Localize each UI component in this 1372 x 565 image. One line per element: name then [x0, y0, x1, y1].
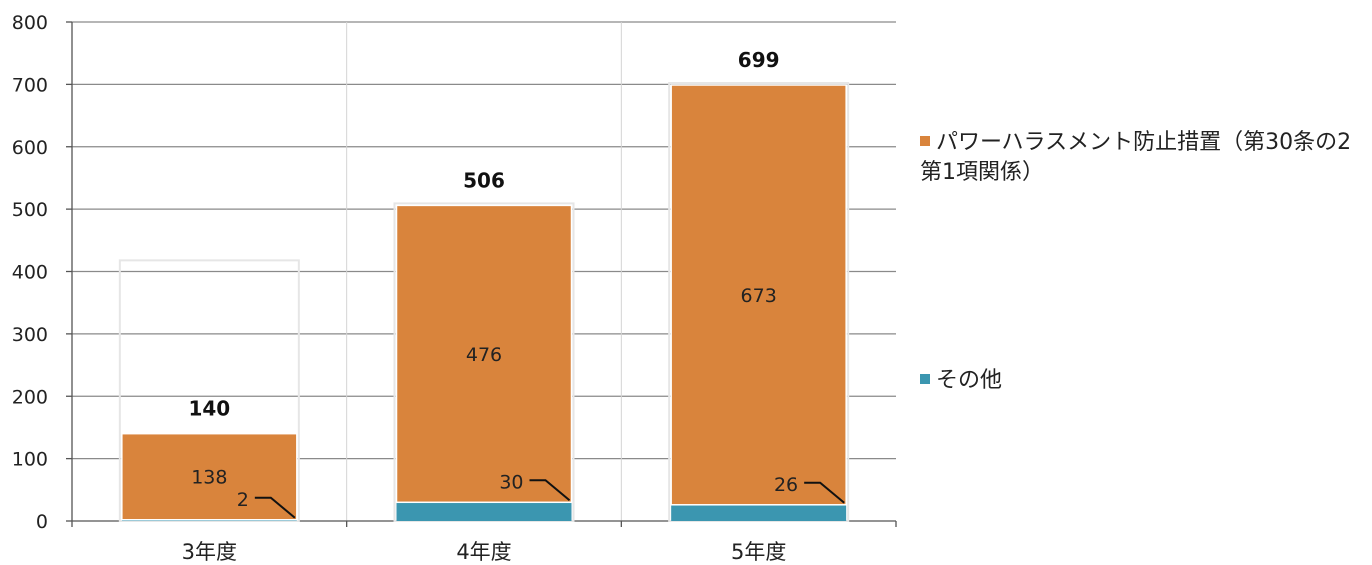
- segment-label-power-harassment: 138: [191, 467, 227, 489]
- x-category-label: 5年度: [731, 540, 786, 564]
- legend-swatch-teal: [920, 374, 930, 384]
- leader-line: [804, 481, 845, 504]
- bar-segment-other: [671, 504, 847, 521]
- x-category-label: 4年度: [456, 540, 511, 564]
- total-label: 140: [188, 397, 230, 421]
- x-category-label: 3年度: [182, 540, 237, 564]
- total-label: 506: [463, 168, 505, 192]
- legend-item-other: その他: [920, 366, 1002, 396]
- y-tick-label: 800: [12, 12, 48, 34]
- total-label: 699: [738, 48, 780, 72]
- y-tick-label: 100: [12, 449, 48, 471]
- bar-segment-power-harassment: [670, 84, 847, 506]
- legend-item-power-harassment: パワーハラスメント防止措置（第30条の2第1項関係）: [920, 128, 1360, 188]
- bars: [118, 81, 850, 522]
- y-tick-label: 700: [12, 74, 48, 96]
- y-tick-label: 600: [12, 137, 48, 159]
- bar-segment-power-harassment: [395, 204, 573, 504]
- legend-label: その他: [936, 368, 1003, 393]
- x-axis: 3年度 4年度 5年度: [71, 520, 897, 564]
- bar-segment-power-harassment: [121, 432, 298, 521]
- y-tick-label: 0: [36, 511, 48, 533]
- y-axis: 0 100 200 300 400 500 600 700 800: [12, 12, 73, 533]
- segment-label-other: 26: [774, 474, 798, 496]
- legend-swatch-orange: [920, 136, 930, 146]
- data-labels: 138 2 140 476 30 506 673 26 699: [188, 48, 845, 519]
- y-tick-label: 400: [12, 262, 48, 284]
- leader-line: [529, 479, 571, 502]
- segment-label-power-harassment: 476: [466, 344, 502, 366]
- y-tick-label: 500: [12, 199, 48, 221]
- leader-line: [254, 496, 296, 519]
- y-tick-label: 200: [12, 386, 48, 408]
- segment-label-other: 30: [499, 471, 523, 493]
- segment-label-power-harassment: 673: [741, 285, 777, 307]
- legend-label: パワーハラスメント防止措置（第30条の2第1項関係）: [920, 130, 1352, 185]
- segment-label-other: 2: [237, 489, 249, 511]
- bar-segment-other: [396, 502, 572, 521]
- y-tick-label: 300: [12, 324, 48, 346]
